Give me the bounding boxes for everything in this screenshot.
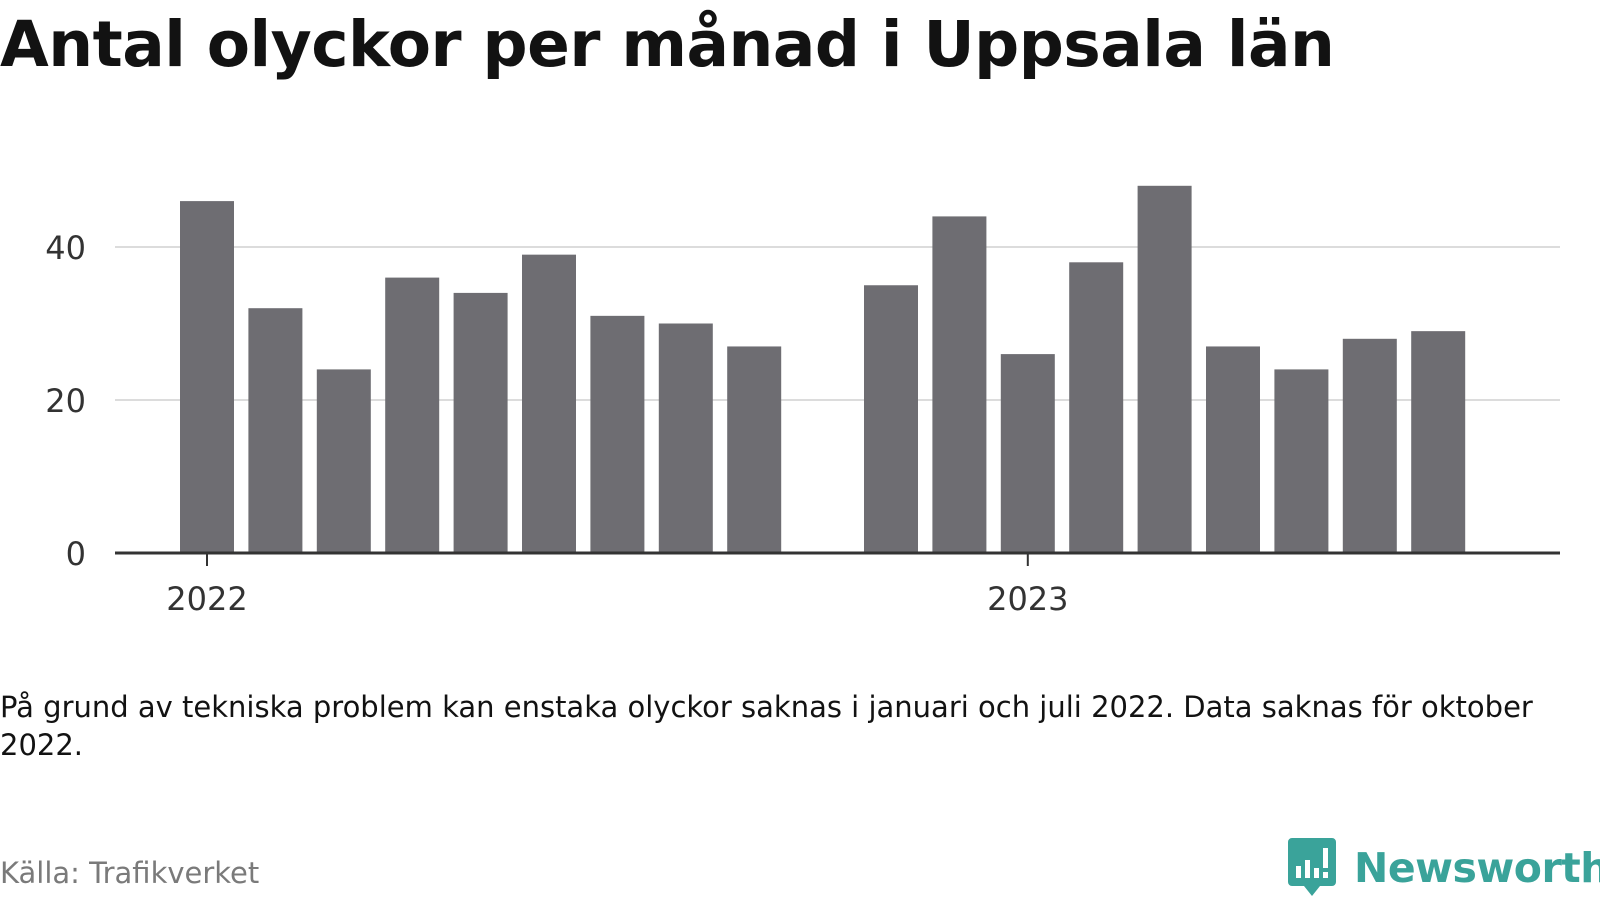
bar-chart: 020402920222023 [45, 185, 1560, 618]
bar-2023-06 [1342, 338, 1397, 553]
y-tick-label: 20 [45, 382, 86, 420]
bar-2023-04 [1206, 346, 1260, 553]
x-tick-label: 2023 [987, 580, 1068, 618]
logo-wordmark: Newsworthy [1354, 844, 1600, 892]
bar-2023-03 [1137, 185, 1192, 554]
bar-2022-12 [932, 216, 987, 553]
bar-2022-03 [316, 369, 371, 553]
bar-2022-05 [453, 292, 508, 553]
bar-2022-06 [522, 254, 576, 553]
labels: 020402920222023 [45, 229, 1068, 618]
bar-2022-01 [180, 201, 234, 553]
bar-2023-07 [1411, 331, 1466, 553]
source-text: Källa: Trafikverket [0, 856, 260, 890]
footnote: På grund av tekniska problem kan enstaka… [0, 690, 1533, 762]
y-tick-label: 0 [66, 535, 86, 573]
bar-2023-05 [1274, 369, 1329, 553]
bar-2022-09 [727, 346, 782, 553]
bar-2022-04 [385, 277, 440, 553]
bar-2023-02 [1069, 262, 1124, 553]
x-tick-label: 2022 [166, 580, 247, 618]
bars [180, 185, 1466, 554]
newsworthy-chart-bubble-icon [1288, 838, 1336, 896]
bar-2023-01 [1000, 354, 1055, 553]
chart-title: Antal olyckor per månad i Uppsala län [0, 8, 1335, 81]
bar-2022-02 [248, 308, 303, 553]
bar-2022-07 [590, 315, 645, 553]
y-tick-label: 40 [45, 229, 86, 267]
bar-2022-08 [658, 323, 713, 553]
newsworthy-logo: Newsworthy [1288, 838, 1600, 898]
bar-2022-11 [864, 285, 918, 553]
axes [115, 551, 1560, 566]
